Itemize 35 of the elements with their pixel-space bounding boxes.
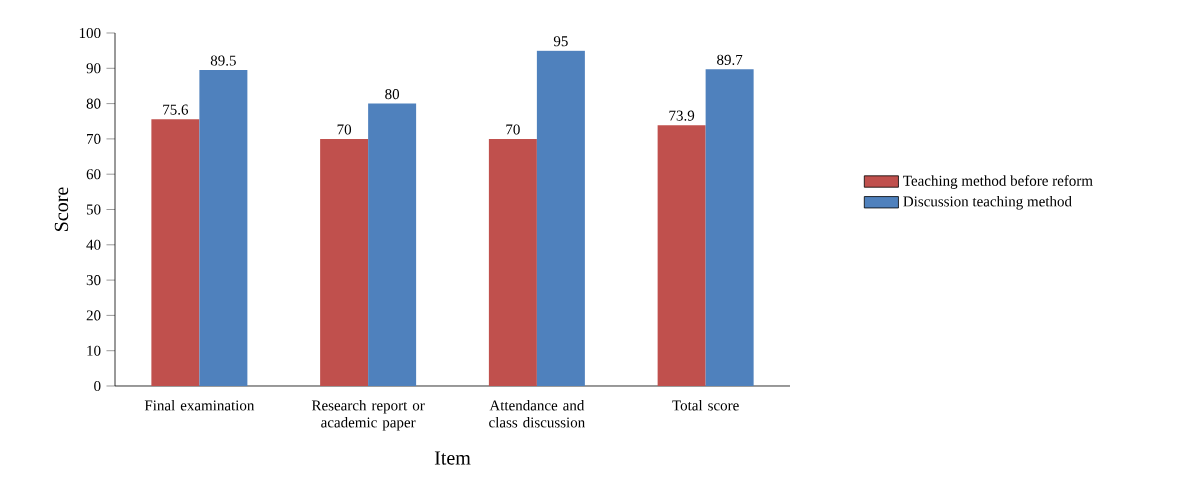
x-tick-label: Total score	[672, 399, 739, 411]
x-tick-label: Attendance and class discussion	[489, 399, 585, 428]
bar	[488, 138, 537, 386]
bar	[536, 50, 585, 386]
data-label: 95	[553, 36, 568, 47]
bar	[368, 103, 417, 386]
x-tick-label: Research report or academic paper	[311, 399, 425, 431]
y-tick-label: 30	[86, 275, 101, 286]
data-label: 80	[385, 89, 400, 100]
data-label: 89.5	[210, 55, 236, 66]
y-tick-label: 50	[86, 204, 101, 215]
y-tick-label: 10	[87, 345, 101, 356]
x-tick-label: Final examination	[144, 399, 255, 411]
y-tick-label: 90	[86, 63, 101, 74]
legend-label: Discussion teaching method	[903, 195, 1072, 210]
y-tick-label: 60	[86, 169, 101, 180]
data-label: 89.7	[717, 54, 743, 65]
bar	[320, 138, 369, 386]
data-label: 70	[337, 124, 352, 135]
y-tick-label: 80	[86, 98, 101, 109]
y-axis-title: Score	[54, 187, 69, 231]
x-axis-title: Item	[434, 451, 471, 465]
bar	[657, 125, 706, 386]
y-tick-label: 40	[86, 239, 101, 250]
bar	[705, 69, 754, 386]
legend-label: Teaching method before reform	[903, 175, 1093, 189]
y-tick-label: 70	[87, 133, 101, 144]
bar	[199, 70, 248, 386]
data-label: 73.9	[669, 110, 695, 121]
bar	[151, 119, 200, 386]
y-tick-label: 20	[86, 310, 101, 321]
data-label: 75.6	[163, 104, 189, 115]
data-label: 70	[506, 124, 520, 135]
y-tick-label: 100	[79, 27, 101, 39]
y-tick-label: 0	[94, 380, 101, 392]
